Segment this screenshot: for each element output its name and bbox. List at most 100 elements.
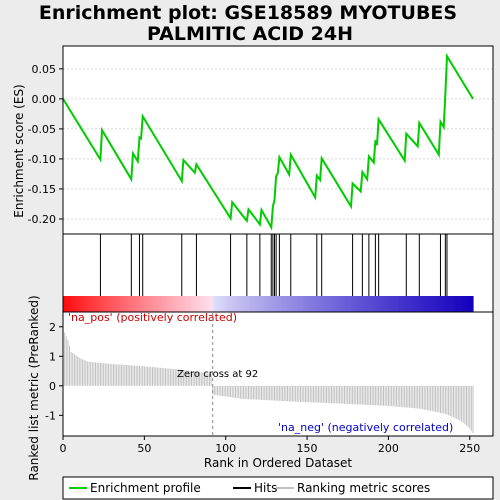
heatmap-cell [461, 296, 464, 312]
heatmap-cell [204, 296, 207, 312]
heatmap-cell [303, 296, 307, 312]
x-tick-label: 150 [297, 442, 318, 455]
heatmap-cell [404, 296, 407, 312]
heatmap-cell [194, 296, 198, 312]
heatmap-cell [69, 296, 72, 312]
heatmap-cell [440, 296, 443, 312]
heatmap-cell [258, 296, 261, 312]
heatmap-cell [445, 296, 448, 312]
heatmap-cell [464, 296, 468, 312]
heatmap-cell [416, 296, 419, 312]
heatmap-cell [349, 296, 352, 312]
heatmap-cell [375, 296, 378, 312]
heatmap-cell [385, 296, 388, 312]
heatmap-cell [215, 296, 219, 312]
heatmap-cell [466, 296, 469, 312]
heatmap-cell [316, 296, 320, 312]
heatmap-cell [206, 296, 209, 312]
heatmap-cell [455, 296, 458, 312]
heatmap-cell [185, 296, 188, 312]
heatmap-cell [269, 296, 272, 312]
heatmap-cell [336, 296, 339, 312]
heatmap-cell [282, 296, 285, 312]
heatmap-cell [256, 296, 259, 312]
heatmap-cell [243, 296, 246, 312]
heatmap-cell [155, 296, 158, 312]
heatmap-cell [378, 296, 381, 312]
heatmap-cell [178, 296, 181, 312]
heatmap-cell [284, 296, 287, 312]
x-tick-label: 0 [60, 442, 67, 455]
heatmap-cell [373, 296, 376, 312]
heatmap-cell [297, 296, 300, 312]
heatmap-cell [98, 296, 102, 312]
heatmap-cell [342, 296, 346, 312]
heatmap-cell [227, 296, 230, 312]
heatmap-cell [93, 296, 97, 312]
heatmap-cell [450, 296, 453, 312]
heatmap-cell [214, 296, 217, 312]
x-tick-label: 100 [215, 442, 236, 455]
heatmap-cell [341, 296, 344, 312]
heatmap-cell [193, 296, 196, 312]
heatmap-cell [115, 296, 118, 312]
heatmap-cell [388, 296, 391, 312]
legend-label-hits: Hits [254, 481, 277, 495]
heatmap-cell [281, 296, 284, 312]
heatmap-cell [246, 296, 250, 312]
heatmap-cell [124, 296, 128, 312]
heatmap-cell [237, 296, 240, 312]
heatmap-cell [189, 296, 193, 312]
heatmap-cell [401, 296, 404, 312]
heatmap-cell [468, 296, 471, 312]
heatmap-cell [224, 296, 227, 312]
heatmap-cell [95, 296, 98, 312]
es-y-tick-label: -0.10 [28, 153, 56, 166]
es-y-tick-label: 0.05 [32, 63, 57, 76]
heatmap-cell [458, 296, 461, 312]
heatmap-cell [287, 296, 290, 312]
rank-heatmap-bar [63, 296, 474, 312]
heatmap-cell [333, 296, 336, 312]
heatmap-cell [344, 296, 347, 312]
heatmap-cell [334, 296, 337, 312]
es-y-axis: 0.05 0.00 -0.05 -0.10 -0.15 -0.20 [28, 63, 63, 226]
heatmap-cell [225, 296, 228, 312]
heatmap-cell [276, 296, 279, 312]
heatmap-cell [186, 296, 189, 312]
heatmap-cell [110, 296, 113, 312]
heatmap-cell [298, 296, 302, 312]
heatmap-cell [196, 296, 199, 312]
ranked-panel-border [62, 311, 494, 437]
heatmap-cell [448, 296, 451, 312]
heatmap-cell [199, 296, 202, 312]
heatmap-cell [323, 296, 326, 312]
heatmap-cell [106, 296, 110, 312]
heatmap-cell [176, 296, 180, 312]
heatmap-cell [300, 296, 303, 312]
heatmap-cell [331, 296, 334, 312]
heatmap-cell [339, 296, 342, 312]
heatmap-cell [188, 296, 191, 312]
heatmap-cell [391, 296, 394, 312]
heatmap-cell [139, 296, 142, 312]
heatmap-cell [74, 296, 77, 312]
heatmap-cell [217, 296, 220, 312]
heatmap-cell [79, 296, 82, 312]
heatmap-cell [311, 296, 315, 312]
heatmap-cell [352, 296, 355, 312]
heatmap-cell [245, 296, 248, 312]
heatmap-cell [100, 296, 103, 312]
heatmap-cell [254, 296, 258, 312]
heatmap-cell [134, 296, 137, 312]
heatmap-cell [266, 296, 269, 312]
heatmap-cell [121, 296, 124, 312]
heatmap-cell [160, 296, 163, 312]
heatmap-cell [97, 296, 100, 312]
heatmap-cell [90, 296, 93, 312]
heatmap-cell [108, 296, 111, 312]
heatmap-cell [412, 296, 416, 312]
es-y-tick-label: 0.00 [32, 93, 57, 106]
heatmap-cell [347, 296, 350, 312]
heatmap-cell [305, 296, 308, 312]
